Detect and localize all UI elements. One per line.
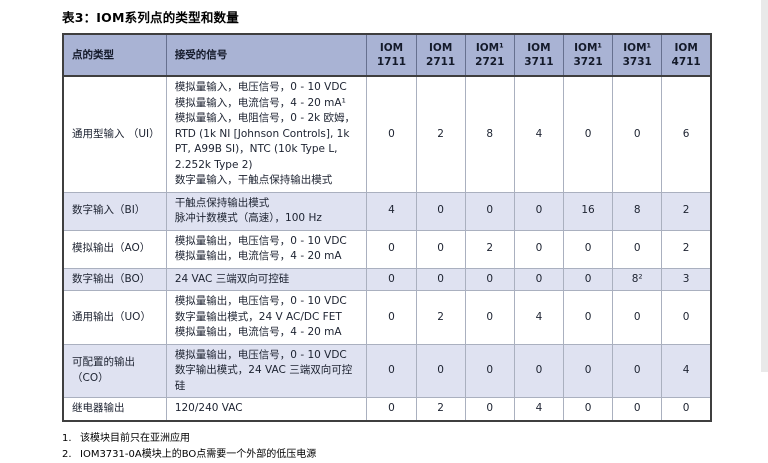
count-cell: 0 (464, 343, 515, 398)
count-cell: 4 (366, 191, 417, 231)
count-cell: 0 (415, 191, 466, 231)
count-cell: 0 (513, 267, 564, 291)
count-cell: 8² (612, 267, 663, 291)
column-header-point-type: 点的类型 (62, 34, 167, 77)
count-cell: 0 (366, 397, 417, 421)
count-cell: 0 (464, 191, 515, 231)
count-cell: 0 (366, 229, 417, 269)
count-cell: 4 (661, 343, 712, 398)
count-cell: 0 (415, 343, 466, 398)
signal-cell: 模拟量输入，电压信号，0 - 10 VDC 模拟量输入，电流信号，4 - 20 … (165, 75, 368, 193)
count-cell: 0 (366, 75, 417, 193)
table-row-analog-output: 模拟输出（AO） 模拟量输出，电压信号，0 - 10 VDC 模拟量输出，电流信… (62, 229, 712, 269)
column-header-iom-3711: IOM 3711 (513, 34, 564, 77)
count-cell: 0 (612, 75, 663, 193)
table-row-universal-output: 通用输出（UO） 模拟量输出，电压信号，0 - 10 VDC 数字量输出模式，2… (62, 290, 712, 345)
count-cell: 0 (612, 397, 663, 421)
point-type-cell: 通用型输入 （UI） (62, 75, 167, 193)
count-cell: 0 (562, 267, 614, 291)
count-cell: 0 (366, 343, 417, 398)
column-header-signal: 接受的信号 (165, 34, 368, 77)
signal-cell: 模拟量输出，电压信号，0 - 10 VDC 数字输出模式，24 VAC 三端双向… (165, 343, 368, 398)
table-row-configurable-output: 可配置的输出 （CO） 模拟量输出，电压信号，0 - 10 VDC 数字输出模式… (62, 343, 712, 398)
count-cell: 2 (661, 229, 712, 269)
footnotes: 1. 该模块目前只在亚洲应用 2. IOM3731-0A模块上的BO点需要一个外… (62, 431, 712, 463)
count-cell: 3 (661, 267, 712, 291)
footnote-number: 1. (62, 432, 72, 444)
count-cell: 0 (415, 229, 466, 269)
signal-cell: 模拟量输出，电压信号，0 - 10 VDC 数字量输出模式，24 V AC/DC… (165, 290, 368, 345)
count-cell: 0 (464, 290, 515, 345)
header-row: 点的类型 接受的信号 IOM 1711 IOM 2711 IOM¹ 2721 I… (62, 34, 712, 77)
footnote-1: 1. 该模块目前只在亚洲应用 (62, 431, 712, 447)
count-cell: 0 (513, 229, 564, 269)
count-cell: 2 (415, 75, 466, 193)
column-header-iom-1711: IOM 1711 (366, 34, 417, 77)
count-cell: 2 (464, 229, 515, 269)
count-cell: 2 (661, 191, 712, 231)
footnote-text: IOM3731-0A模块上的BO点需要一个外部的低压电源 (80, 448, 317, 460)
count-cell: 0 (562, 229, 614, 269)
signal-cell: 120/240 VAC (165, 397, 368, 421)
table-row-universal-input: 通用型输入 （UI） 模拟量输入，电压信号，0 - 10 VDC 模拟量输入，电… (62, 75, 712, 193)
column-header-iom-4711: IOM 4711 (661, 34, 712, 77)
count-cell: 6 (661, 75, 712, 193)
column-header-iom-3721: IOM¹ 3721 (562, 34, 614, 77)
count-cell: 16 (562, 191, 614, 231)
count-cell: 0 (513, 191, 564, 231)
table-row-binary-input: 数字输入（BI） 干触点保持输出模式 脉冲计数模式（高速），100 Hz 4 0… (62, 191, 712, 231)
count-cell: 0 (612, 229, 663, 269)
iom-points-table: 点的类型 接受的信号 IOM 1711 IOM 2711 IOM¹ 2721 I… (62, 33, 712, 422)
count-cell: 0 (562, 75, 614, 193)
point-type-cell: 可配置的输出 （CO） (62, 343, 167, 398)
count-cell: 0 (562, 397, 614, 421)
count-cell: 4 (513, 290, 564, 345)
count-cell: 0 (612, 343, 663, 398)
footnote-2: 2. IOM3731-0A模块上的BO点需要一个外部的低压电源 (62, 447, 712, 463)
count-cell: 0 (513, 343, 564, 398)
count-cell: 4 (513, 397, 564, 421)
table-row-binary-output: 数字输出（BO） 24 VAC 三端双向可控硅 0 0 0 0 0 8² 3 (62, 267, 712, 291)
count-cell: 2 (415, 397, 466, 421)
count-cell: 0 (562, 290, 614, 345)
count-cell: 0 (612, 290, 663, 345)
count-cell: 0 (661, 290, 712, 345)
count-cell: 8 (612, 191, 663, 231)
signal-cell: 24 VAC 三端双向可控硅 (165, 267, 368, 291)
count-cell: 8 (464, 75, 515, 193)
table-row-relay-output: 继电器输出 120/240 VAC 0 2 0 4 0 0 0 (62, 397, 712, 421)
point-type-cell: 通用输出（UO） (62, 290, 167, 345)
signal-cell: 模拟量输出，电压信号，0 - 10 VDC 模拟量输出，电流信号，4 - 20 … (165, 229, 368, 269)
count-cell: 4 (513, 75, 564, 193)
point-type-cell: 继电器输出 (62, 397, 167, 421)
count-cell: 0 (562, 343, 614, 398)
count-cell: 0 (464, 267, 515, 291)
signal-cell: 干触点保持输出模式 脉冲计数模式（高速），100 Hz (165, 191, 368, 231)
count-cell: 0 (366, 267, 417, 291)
point-type-cell: 数字输出（BO） (62, 267, 167, 291)
footnote-text: 该模块目前只在亚洲应用 (80, 432, 190, 444)
column-header-iom-2711: IOM 2711 (415, 34, 466, 77)
count-cell: 0 (661, 397, 712, 421)
point-type-cell: 数字输入（BI） (62, 191, 167, 231)
footnote-number: 2. (62, 448, 72, 460)
point-type-cell: 模拟输出（AO） (62, 229, 167, 269)
count-cell: 0 (366, 290, 417, 345)
count-cell: 0 (464, 397, 515, 421)
table-title: 表3：IOM系列点的类型和数量 (62, 10, 239, 25)
column-header-iom-3731: IOM¹ 3731 (612, 34, 663, 77)
count-cell: 0 (415, 267, 466, 291)
count-cell: 2 (415, 290, 466, 345)
page-edge (761, 0, 768, 372)
document-body: 表3：IOM系列点的类型和数量 点的类型 接受的信号 IOM 1711 IOM … (62, 7, 712, 463)
column-header-iom-2721: IOM¹ 2721 (464, 34, 515, 77)
